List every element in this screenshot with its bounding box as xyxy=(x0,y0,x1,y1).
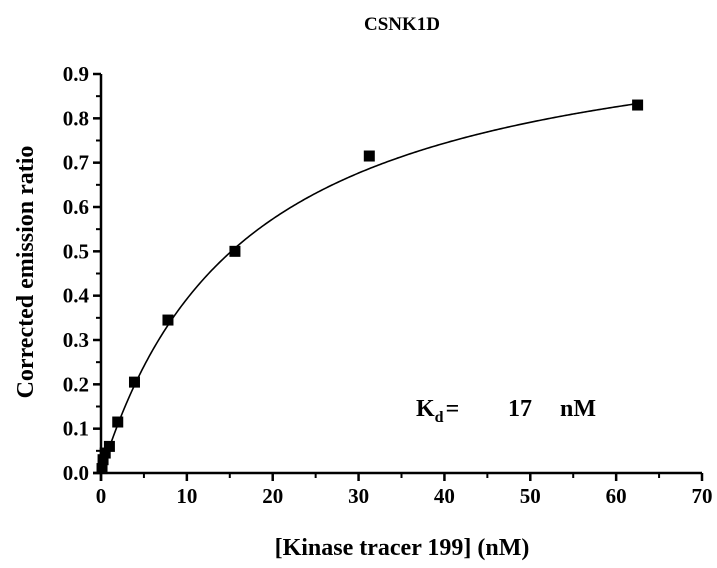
kd-subscript: d xyxy=(435,409,444,426)
data-point xyxy=(128,376,140,388)
data-point xyxy=(112,416,124,428)
x-tick-label: 0 xyxy=(96,484,107,508)
y-tick-label: 0.5 xyxy=(63,239,89,263)
y-axis-label: Corrected emission ratio xyxy=(13,146,39,399)
kd-equals: = xyxy=(446,396,460,422)
y-tick-label: 0.0 xyxy=(63,461,89,485)
y-tick-label: 0.2 xyxy=(63,372,89,396)
x-tick-label: 60 xyxy=(606,484,627,508)
kd-annotation: Kd= 17 nM xyxy=(416,396,596,426)
kd-unit: nM xyxy=(560,396,596,422)
x-tick-label: 40 xyxy=(434,484,455,508)
data-point xyxy=(97,454,109,466)
x-tick-label: 50 xyxy=(520,484,541,508)
data-points-layer xyxy=(96,99,644,475)
y-tick-label: 0.6 xyxy=(63,195,89,219)
data-point xyxy=(162,314,174,326)
x-tick-label: 30 xyxy=(348,484,369,508)
x-axis-label: [Kinase tracer 199] (nM) xyxy=(275,535,530,561)
y-tick-label: 0.9 xyxy=(63,62,89,86)
data-point xyxy=(96,463,108,475)
y-tick-label: 0.4 xyxy=(63,284,90,308)
y-tick-label: 0.3 xyxy=(63,328,89,352)
data-point xyxy=(103,440,115,452)
kd-value: 17 xyxy=(508,396,532,422)
data-point xyxy=(363,150,375,162)
svg-text:Kd=: Kd= xyxy=(416,396,459,426)
axes: 0.0 0.1 0.2 0.3 0.4 0.5 0.6 0.7 0.8 0.9 0 10 20 30 40 5… xyxy=(63,62,713,508)
y-tick-label: 0.8 xyxy=(63,106,89,130)
y-tick-label: 0.1 xyxy=(63,417,89,441)
x-tick-label: 20 xyxy=(262,484,283,508)
data-point xyxy=(99,447,111,459)
kd-symbol: K xyxy=(416,396,435,422)
x-tick-label: 10 xyxy=(176,484,197,508)
y-tick-label: 0.7 xyxy=(63,151,89,175)
fit-curve xyxy=(100,102,638,474)
chart-title: CSNK1D xyxy=(364,14,440,35)
x-tick-label: 70 xyxy=(692,484,713,508)
data-point xyxy=(632,99,644,111)
fit-curve-layer xyxy=(100,102,638,474)
data-point xyxy=(229,245,241,257)
